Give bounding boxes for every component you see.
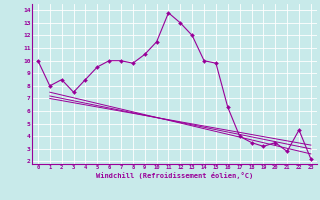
X-axis label: Windchill (Refroidissement éolien,°C): Windchill (Refroidissement éolien,°C) <box>96 172 253 179</box>
